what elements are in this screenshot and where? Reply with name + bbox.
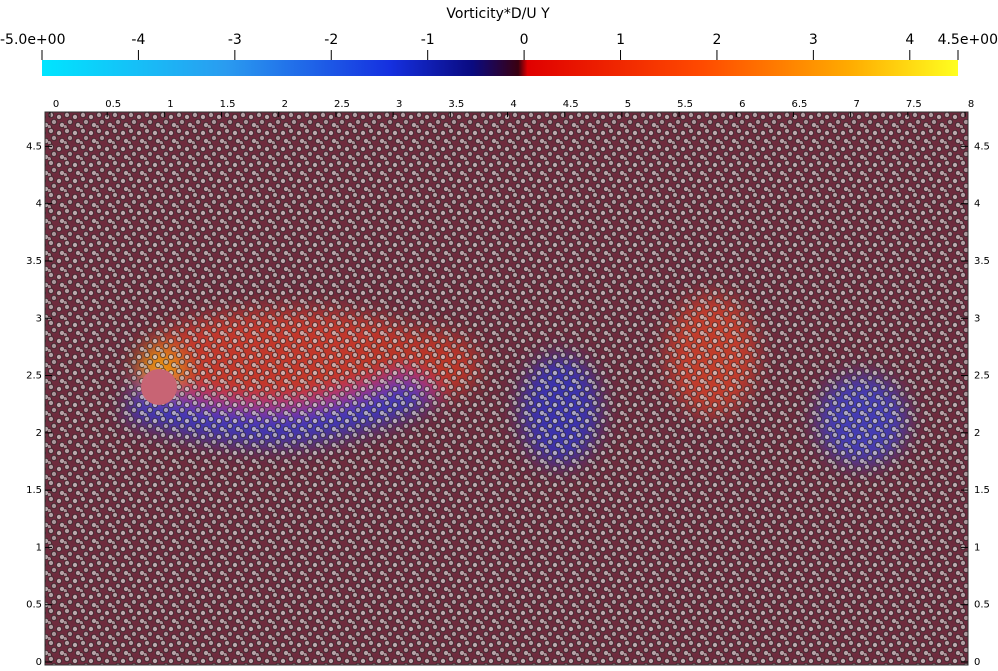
colorbar-tick-label: 1 [616,32,625,48]
colorbar-tick-label: -2 [324,32,338,48]
colorbar [42,60,958,76]
x-tick-label: 6 [739,99,745,110]
y-tick-label-left: 3.5 [26,256,42,267]
x-tick-label: 7.5 [906,99,922,110]
colorbar-tick-label: 4.5e+00 [938,32,998,48]
plot-frame [44,111,969,666]
x-tick-label: 1 [167,99,173,110]
x-tick-label: 5.5 [677,99,693,110]
x-tick-label: 4.5 [563,99,579,110]
y-tick-label-right: 3 [974,313,980,324]
y-tick-label-right: 4 [974,199,980,210]
y-tick-label-left: 1 [36,542,42,553]
cylinder [141,369,177,405]
x-tick-label: 0 [53,99,59,110]
x-tick-label: 2 [282,99,288,110]
colorbar-tick-label: -1 [421,32,435,48]
x-tick-label: 7 [853,99,859,110]
y-tick-label-left: 4 [36,199,42,210]
colorbar-tick-label: 4 [905,32,914,48]
y-tick-label-left: 2 [36,428,42,439]
y-tick-label-left: 3 [36,313,42,324]
x-tick-label: 6.5 [791,99,807,110]
y-tick-label-left: 0.5 [26,600,42,611]
field [44,111,969,666]
colorbar-tick-label: -3 [228,32,242,48]
y-tick-label-right: 2.5 [974,371,990,382]
x-tick-label: 5 [625,99,631,110]
x-tick-label: 0.5 [105,99,121,110]
y-tick-label-right: 1 [974,542,980,553]
colorbar-title: Vorticity*D/U Y [446,6,550,22]
y-tick-label-right: 4.5 [974,141,990,152]
x-tick-label: 3 [396,99,402,110]
y-tick-label-right: 3.5 [974,256,990,267]
y-tick-label-right: 2 [974,428,980,439]
colorbar-tick-label: 2 [712,32,721,48]
y-tick-label-right: 1.5 [974,485,990,496]
x-tick-label: 2.5 [334,99,350,110]
y-tick-label-right: 0 [974,657,980,668]
particles [45,112,968,665]
x-tick-label: 1.5 [220,99,236,110]
y-tick-label-left: 0 [36,657,42,668]
colorbar-tick-label: -4 [131,32,145,48]
y-tick-label-left: 4.5 [26,141,42,152]
colorbar-tick-label: 0 [520,32,529,48]
x-tick-label: 4 [510,99,516,110]
colorbar-tick-label: -5.0e+00 [0,32,65,48]
y-tick-label-left: 1.5 [26,485,42,496]
x-tick-label: 8 [968,99,974,110]
colorbar-tick-label: 3 [809,32,818,48]
y-tick-label-right: 0.5 [974,600,990,611]
y-tick-label-left: 2.5 [26,371,42,382]
x-tick-label: 3.5 [448,99,464,110]
